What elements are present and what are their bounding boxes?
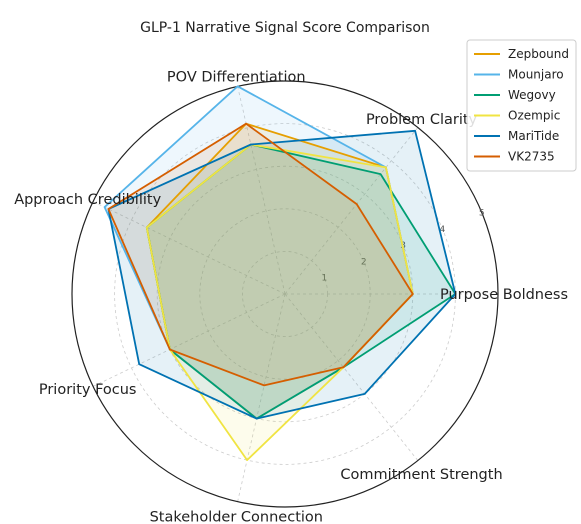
radial-tick-label: 5: [479, 208, 485, 218]
radial-tick-label: 2: [361, 257, 367, 267]
legend-box: [466, 39, 577, 172]
series-fill-mounjaro: [104, 86, 413, 419]
series-line-ozempic: [145, 143, 414, 462]
axis-label: Problem Clarity: [366, 112, 478, 128]
legend-label: Mounjaro: [508, 68, 564, 82]
axis-label: Purpose Boldness: [440, 287, 568, 303]
series-line-vk2735: [107, 122, 414, 387]
axis-label: Commitment Strength: [340, 467, 502, 483]
legend-label: Zepbound: [508, 47, 569, 61]
series-fill-maritide: [108, 130, 456, 419]
radial-tick-label: 1: [321, 274, 327, 284]
radial-tick-label: 4: [440, 225, 446, 235]
axis-labels: Purpose Boldness Problem Clarity POV Diffe…: [14, 69, 568, 524]
legend: Zepbound Mounjaro Wegovy Ozempic MariTide VK2…: [466, 39, 577, 172]
series-fill-wegovy: [146, 144, 456, 419]
axis-label: Stakeholder Connection: [150, 510, 323, 524]
axis-label: Approach Credibility: [14, 192, 161, 208]
radar-series: [103, 85, 457, 462]
chart-title: GLP-1 Narrative Signal Score Comparison: [140, 20, 430, 36]
legend-label: Ozempic: [508, 109, 560, 123]
legend-label: VK2735: [508, 150, 555, 164]
series-line-maritide: [107, 129, 457, 420]
legend-label: MariTide: [508, 129, 559, 143]
series-fill-ozempic: [146, 144, 413, 461]
legend-label: Wegovy: [508, 88, 556, 102]
outer-frame: [71, 80, 499, 508]
axis-label: POV Differentiation: [167, 69, 306, 85]
axis-label: Priority Focus: [39, 382, 137, 398]
